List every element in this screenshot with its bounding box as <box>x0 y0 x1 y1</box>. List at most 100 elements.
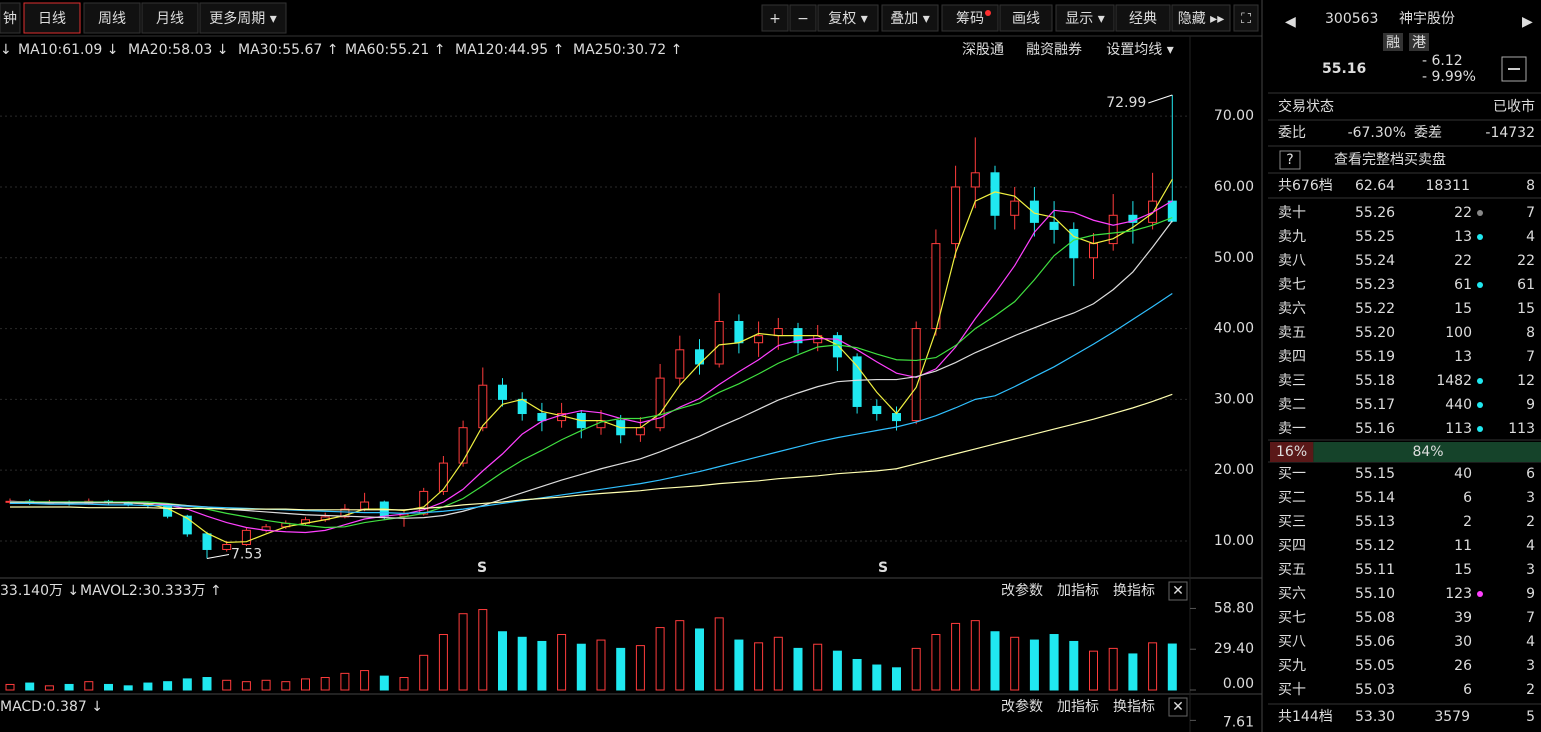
level-label: 买七 <box>1278 610 1306 626</box>
level-price: 55.24 <box>1355 253 1395 269</box>
level-label: 买三 <box>1278 514 1306 530</box>
stock-name: 神宇股份 <box>1399 11 1455 27</box>
volume-bar <box>557 634 567 691</box>
level-price: 55.17 <box>1355 397 1395 413</box>
volume-bar <box>5 683 15 691</box>
tool-button[interactable] <box>817 4 879 32</box>
volume-bar <box>163 681 173 691</box>
volume-bar <box>419 654 429 691</box>
level-count: 3 <box>1526 562 1535 578</box>
level-count: 4 <box>1526 229 1535 245</box>
volume-bar <box>773 636 783 691</box>
level-count: 8 <box>1526 178 1535 194</box>
badge-text: 融 <box>1386 35 1400 51</box>
tool-button[interactable] <box>941 4 999 32</box>
pane-button[interactable]: ✕ <box>1172 583 1184 599</box>
y-tick-label: 0.00 <box>1223 676 1254 692</box>
volume-bar <box>911 647 921 691</box>
next-arrow[interactable]: ▶ <box>1522 14 1533 30</box>
level-volume: 39 <box>1454 610 1472 626</box>
pane-button[interactable]: ✕ <box>1172 699 1184 715</box>
ratio-value: -67.30% <box>1348 125 1406 141</box>
annotation-arrow <box>1148 94 1173 104</box>
level-label: 卖九 <box>1278 229 1306 245</box>
level-volume: 3579 <box>1434 709 1470 725</box>
level-label: 卖七 <box>1278 277 1306 293</box>
volume-bar <box>241 681 251 691</box>
volume-bar <box>64 683 74 691</box>
indicator-link[interactable]: 融资融券 <box>1026 42 1082 58</box>
ratio-label: 委比 <box>1278 125 1306 141</box>
period-tab[interactable] <box>141 2 199 34</box>
period-tab[interactable] <box>0 2 21 34</box>
level-dot <box>1477 426 1483 432</box>
pane-button[interactable]: 改参数 <box>1001 582 1043 599</box>
candle-body <box>360 501 370 510</box>
tool-button[interactable] <box>761 4 789 32</box>
tool-button[interactable] <box>999 4 1053 32</box>
volume-bar <box>931 634 941 691</box>
level-volume: 15 <box>1454 562 1472 578</box>
sell-ratio-bar <box>1270 442 1314 462</box>
level-count: 7 <box>1526 205 1535 221</box>
level-price: 55.19 <box>1355 349 1395 365</box>
pane-button[interactable]: 换指标 <box>1113 698 1155 715</box>
tool-button[interactable] <box>1115 4 1171 32</box>
level-label: 卖十 <box>1278 205 1306 221</box>
close-box[interactable] <box>1168 581 1188 601</box>
volume-legend: MAVOL2:30.333万 ↑ <box>80 583 222 599</box>
tool-button[interactable] <box>789 4 817 32</box>
level-label: 买二 <box>1278 490 1306 506</box>
level-volume: 30 <box>1454 634 1472 650</box>
level-label: 买九 <box>1278 658 1306 674</box>
volume-bar <box>576 643 586 691</box>
level-volume: 6 <box>1463 682 1472 698</box>
level-label: 卖二 <box>1278 397 1306 413</box>
buy-ratio-bar <box>1313 442 1541 462</box>
level-volume: 440 <box>1445 397 1472 413</box>
tool-button-label: 画线 <box>1012 11 1040 27</box>
volume-bar <box>1010 636 1020 691</box>
pane-button[interactable]: 加指标 <box>1057 583 1099 599</box>
badge <box>1383 33 1403 51</box>
help-box[interactable] <box>1279 150 1301 170</box>
period-tab-label: 日线 <box>38 11 66 27</box>
tool-button[interactable] <box>1233 4 1259 32</box>
volume-bar <box>517 636 527 691</box>
prev-arrow[interactable]: ◀ <box>1285 14 1296 30</box>
y-tick-label: 58.80 <box>1214 600 1254 616</box>
tool-button[interactable] <box>881 4 939 32</box>
tool-button-label: + <box>769 11 781 27</box>
volume-bar <box>892 667 901 691</box>
tool-button-label: 隐藏 ▸▸ <box>1178 11 1225 27</box>
candle-body <box>754 335 764 344</box>
volume-bar <box>340 672 350 691</box>
ma-line <box>10 393 1173 511</box>
tool-button-label: 经典 <box>1129 11 1157 27</box>
volume-bar <box>1148 642 1158 691</box>
level-volume: 40 <box>1454 466 1472 482</box>
close-box[interactable] <box>1168 697 1188 717</box>
collapse-button[interactable] <box>1501 56 1527 82</box>
period-tab[interactable] <box>83 2 141 34</box>
period-tab-label: 钟 <box>3 10 17 27</box>
pane-button[interactable]: 换指标 <box>1113 582 1155 599</box>
tool-button[interactable] <box>1055 4 1115 32</box>
indicator-link[interactable]: 深股通 <box>962 42 1004 58</box>
period-tab[interactable] <box>199 2 287 34</box>
candle-body <box>911 328 921 422</box>
pane-button[interactable]: 加指标 <box>1057 699 1099 715</box>
y-tick-label: 40.00 <box>1214 321 1254 337</box>
macd-legend: MACD:0.387 ↓ <box>0 699 103 715</box>
indicator-link[interactable]: 设置均线 ▾ <box>1106 42 1173 58</box>
tool-button[interactable] <box>1171 4 1231 32</box>
level-price: 55.08 <box>1355 610 1395 626</box>
level-total: 共144档 <box>1278 709 1333 725</box>
pane-button[interactable]: 改参数 <box>1001 698 1043 715</box>
level-volume: 22 <box>1454 205 1472 221</box>
period-tab[interactable] <box>23 2 81 34</box>
level-label: 买六 <box>1278 586 1306 602</box>
badge <box>1409 33 1429 51</box>
volume-legend: 33.140万 ↓ <box>0 583 79 599</box>
